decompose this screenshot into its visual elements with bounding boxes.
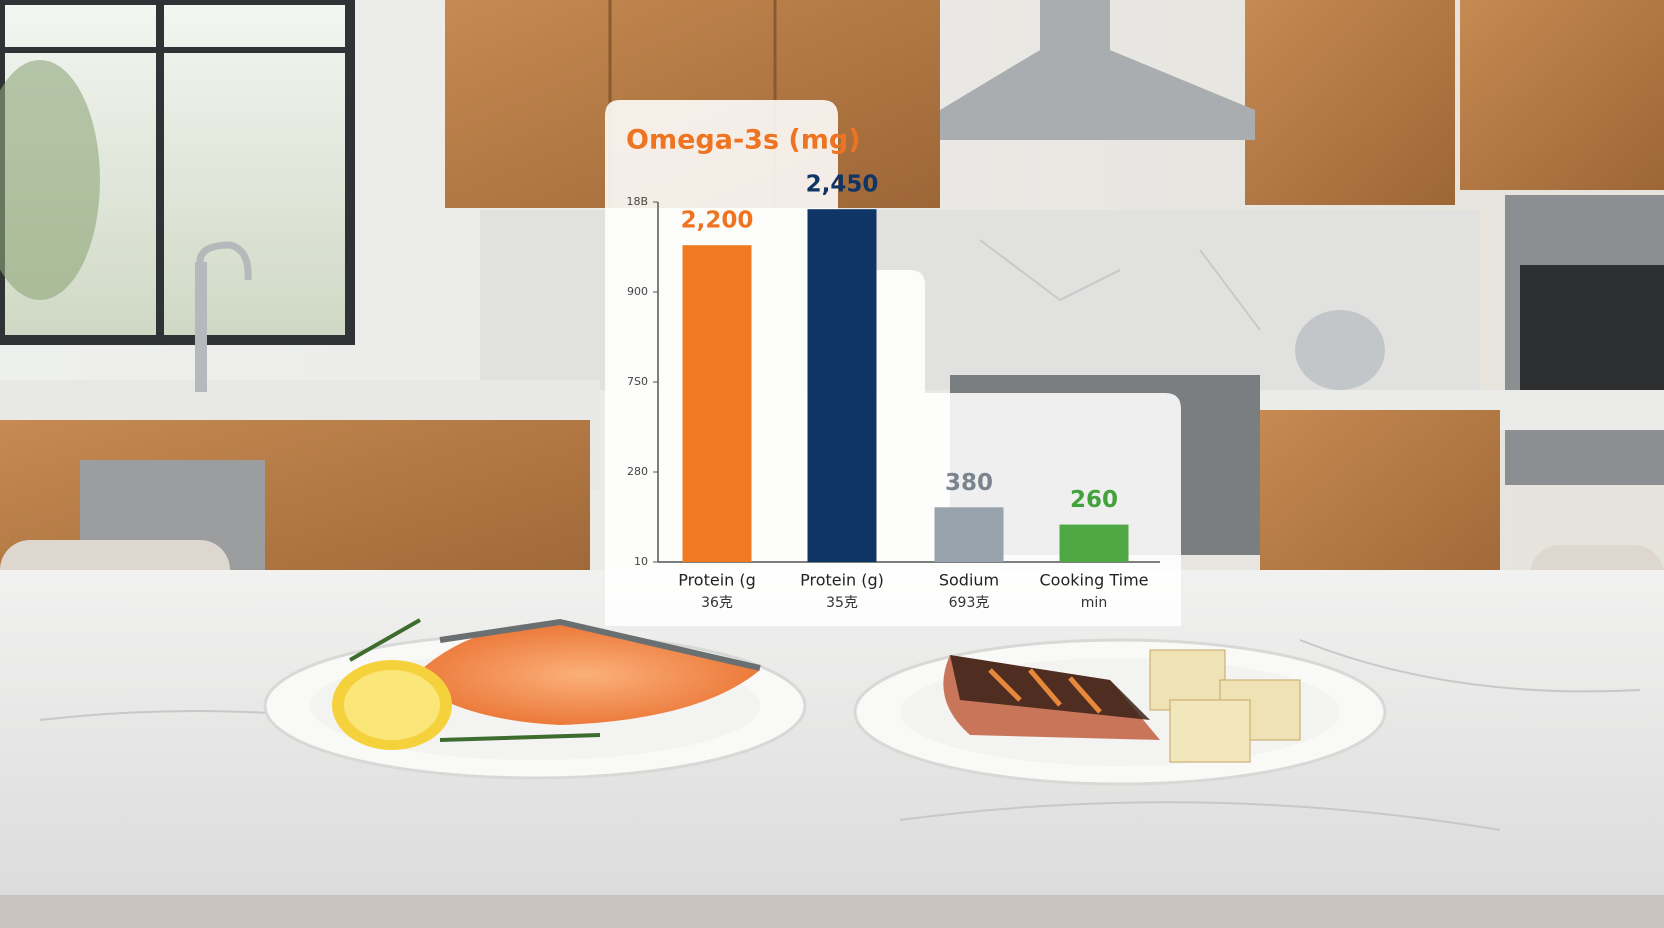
y-axis-text: 18B <box>626 195 648 208</box>
value-label: 260 <box>1070 487 1118 513</box>
bar <box>934 507 1004 562</box>
value-label: 380 <box>945 470 993 496</box>
x-tick-sublabel: 35克 <box>826 595 858 611</box>
x-tick-sublabel: min <box>1081 595 1107 611</box>
bar <box>682 245 752 562</box>
x-tick-sublabel: 36克 <box>701 595 733 611</box>
x-tick-label: Cooking Time <box>1040 571 1149 590</box>
bar <box>1059 524 1129 562</box>
y-axis-text: 10 <box>634 555 648 568</box>
x-tick-label: Sodium <box>939 571 999 590</box>
x-tick-sublabel: 693克 <box>949 595 990 611</box>
value-label: 2,450 <box>806 172 879 198</box>
chart-title: Omega-3s (mg) <box>626 125 861 156</box>
x-tick-label: Protein (g <box>678 571 756 590</box>
bar <box>807 209 877 562</box>
chart: Omega-3s (mg) 18B 900 7S0 280 10 2,200 Protein… <box>626 125 1160 611</box>
y-axis-text: 7S0 <box>627 375 648 388</box>
y-axis-text: 280 <box>627 465 648 478</box>
x-tick-label: Protein (g) <box>800 571 884 590</box>
value-label: 2,200 <box>681 208 754 234</box>
y-axis-text: 900 <box>627 285 648 298</box>
